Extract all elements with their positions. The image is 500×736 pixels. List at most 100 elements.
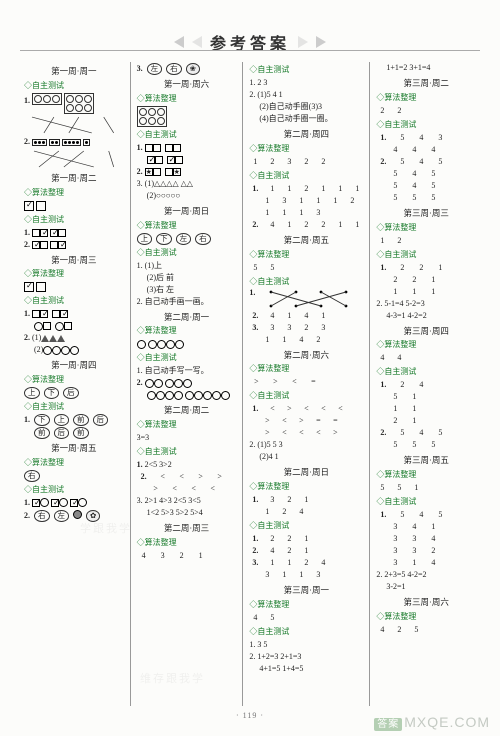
c: > (283, 403, 295, 415)
row: 1. 3 5 (249, 639, 363, 651)
c: < (317, 403, 329, 415)
text: 3=3 (137, 433, 150, 442)
match-lines-icon (24, 149, 124, 169)
row: 3.3323 (249, 322, 363, 334)
section-label: ◇算法整理 (137, 537, 237, 549)
c: 1 (261, 207, 273, 219)
section-label: ◇自主测试 (249, 64, 363, 76)
c: > (261, 427, 273, 439)
col-1: 第一周·周一 ◇自主测试 1. 2. 第一周·周二 ◇算法整理 (18, 62, 131, 706)
c: 5 (426, 192, 440, 204)
section-label: ◇算法整理 (376, 611, 476, 623)
row: 1. (24, 497, 124, 509)
cell: 2 (300, 156, 312, 168)
ans-1-1: 1. (24, 93, 124, 114)
c: 3 (433, 132, 447, 144)
char-circle: 前 (73, 414, 89, 426)
row: 1. (137, 142, 237, 154)
c: 2 (300, 183, 312, 195)
row: 1. 2 3 (249, 77, 363, 89)
heading-w3d2: 第三周·周二 (376, 77, 476, 90)
checkbox-icon (58, 241, 66, 249)
cell: < (175, 471, 189, 483)
c: 1 (329, 195, 341, 207)
c: 1 (334, 183, 346, 195)
c: 3 (312, 569, 324, 581)
section-label: ◇自主测试 (24, 214, 124, 226)
char-circle: 下 (156, 233, 172, 245)
grid-icon (32, 93, 62, 105)
section-label: ◇自主测试 (24, 401, 124, 413)
c: 4 (426, 144, 440, 156)
row: 131112 (261, 195, 363, 207)
circle-icon (183, 379, 192, 388)
dots-icon (49, 139, 60, 146)
circle-icon (165, 379, 174, 388)
heading-w1d7: 第一周·周日 (137, 205, 237, 218)
section-label: ◇算法整理 (137, 325, 237, 337)
c: 2 (407, 274, 421, 286)
row: 1. (24, 308, 124, 320)
row: 334 (388, 533, 476, 545)
row: 右 (24, 470, 124, 482)
row: (2)自己动手圈(3)3 (259, 101, 363, 113)
section-label: ◇自主测试 (137, 446, 237, 458)
circle-icon (137, 340, 146, 349)
c: < (300, 403, 312, 415)
c: 4 (300, 310, 312, 322)
c: > (268, 376, 282, 388)
circle-icon (148, 340, 157, 349)
c: 5 (395, 156, 409, 168)
circle-icon (194, 391, 203, 400)
row: 2. 自己动手画一画。 (137, 296, 237, 308)
row (137, 338, 237, 350)
section-label: ◇算法整理 (249, 363, 363, 375)
match-lines-icon (24, 115, 124, 135)
circle-icon (147, 391, 156, 400)
c: 1 (433, 262, 447, 274)
deco-triangle-left-icon (192, 36, 202, 48)
c: 1 (407, 286, 421, 298)
box-icon (153, 144, 161, 152)
cell: 2 (266, 156, 278, 168)
row: 上 下 后 (24, 387, 124, 399)
text: (2)○○○○○ (147, 191, 181, 200)
c: 5 (407, 192, 421, 204)
row: 545 (388, 168, 476, 180)
c: 1 (426, 521, 440, 533)
row: 551 (376, 482, 476, 494)
c: 4 (407, 168, 421, 180)
match-lines-icon: 1. (249, 289, 363, 309)
columns: 第一周·周一 ◇自主测试 1. 2. 第一周·周二 ◇算法整理 (18, 62, 482, 706)
heading-w1d2: 第一周·周二 (24, 172, 124, 185)
box-icon (52, 310, 60, 318)
c: 2 (395, 379, 409, 391)
row: 1. 2<5 3>2 (137, 459, 237, 471)
c: 1 (283, 183, 295, 195)
ans-1-2: 2. (24, 136, 124, 148)
watermark-faint: 学跟我学 (80, 520, 132, 536)
char-circle: 左 (147, 63, 163, 75)
cell: 3 (283, 156, 295, 168)
box-icon (145, 144, 153, 152)
box-icon (36, 282, 46, 292)
c: 2 (317, 219, 329, 231)
c: 3 (407, 533, 421, 545)
text: 2. 2+3=5 4-2=2 (376, 570, 426, 579)
row: 3. (1)△△△△ △△ (137, 178, 237, 190)
c: 4 (414, 427, 428, 439)
text: 1. 2 3 (249, 78, 267, 87)
row: 2.545 (376, 427, 476, 439)
c: 3 (407, 545, 421, 557)
col-2: 3. 左 右 ❀ 第一周·周六 ◇算法整理 ◇自主测试 1. 2. (131, 62, 244, 706)
row: 1.543 (376, 132, 476, 144)
star-box-icon (145, 168, 153, 176)
watermark: 答案MXQE.COM (374, 714, 490, 730)
circle-icon (212, 391, 221, 400)
row: 1142 (261, 334, 363, 346)
c: 3 (266, 494, 278, 506)
row: (2)4 1 (259, 451, 363, 463)
row: 1. 下 上 前 后 (24, 414, 124, 426)
c: 4 (426, 533, 440, 545)
heading-w3d5: 第三周·周五 (376, 454, 476, 467)
